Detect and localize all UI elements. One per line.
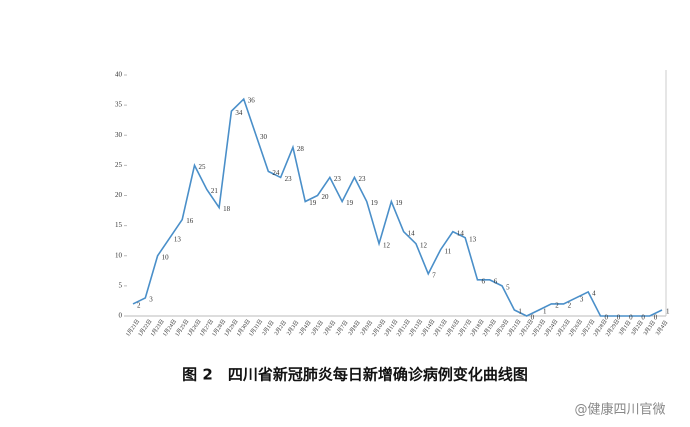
data-label: 19 bbox=[309, 199, 317, 207]
data-label: 0 bbox=[531, 314, 535, 322]
data-label: 2 bbox=[555, 302, 559, 310]
y-tick-label: 30 bbox=[115, 131, 123, 139]
data-label: 0 bbox=[617, 314, 621, 322]
data-label: 25 bbox=[199, 163, 207, 171]
data-label: 0 bbox=[604, 314, 608, 322]
y-tick-label: 15 bbox=[115, 221, 123, 229]
data-label: 23 bbox=[285, 175, 293, 183]
data-label: 11 bbox=[445, 247, 452, 255]
data-label: 14 bbox=[457, 229, 465, 237]
y-tick-label: 10 bbox=[115, 251, 123, 259]
data-label: 19 bbox=[395, 199, 403, 207]
data-label: 12 bbox=[383, 241, 391, 249]
data-label: 23 bbox=[334, 175, 342, 183]
data-label: 16 bbox=[186, 217, 194, 225]
data-label: 3 bbox=[580, 296, 584, 304]
data-label: 6 bbox=[494, 277, 498, 285]
line bbox=[132, 97, 663, 317]
y-tick-label: 5 bbox=[119, 281, 123, 289]
data-label: 28 bbox=[297, 145, 305, 153]
data-label: 0 bbox=[654, 314, 658, 322]
data-label: 20 bbox=[322, 193, 330, 201]
data-label: 0 bbox=[629, 314, 633, 322]
data-label: 1 bbox=[543, 308, 547, 316]
data-label: 6 bbox=[481, 277, 485, 285]
data-label: 10 bbox=[162, 253, 170, 261]
data-label: 12 bbox=[420, 241, 428, 249]
data-label: 5 bbox=[506, 283, 510, 291]
y-tick-label: 25 bbox=[115, 161, 123, 169]
data-label: 30 bbox=[260, 133, 268, 141]
data-label: 2 bbox=[568, 302, 572, 310]
data-label: 3 bbox=[149, 296, 153, 304]
y-tick-label: 40 bbox=[115, 71, 123, 79]
data-label: 24 bbox=[272, 169, 280, 177]
data-label: 2 bbox=[137, 302, 141, 310]
y-tick-label: 20 bbox=[115, 191, 123, 199]
data-label: 21 bbox=[211, 187, 219, 195]
chart-title: 图 2 四川省新冠肺炎每日新增确诊病例变化曲线图 bbox=[182, 366, 528, 384]
data-label: 1 bbox=[666, 308, 670, 316]
data-label: 18 bbox=[223, 205, 231, 213]
data-label: 19 bbox=[346, 199, 354, 207]
data-label: 4 bbox=[592, 290, 596, 298]
data-label: 34 bbox=[235, 109, 243, 117]
data-label: 13 bbox=[469, 235, 477, 243]
data-label: 36 bbox=[248, 97, 256, 105]
y-tick-label: 0 bbox=[119, 312, 123, 320]
data-label: 13 bbox=[174, 235, 182, 243]
data-label: 0 bbox=[641, 314, 645, 322]
data-label: 1 bbox=[518, 308, 522, 316]
watermark: @健康四川官微 bbox=[574, 402, 665, 418]
data-label: 14 bbox=[408, 229, 416, 237]
data-label: 23 bbox=[358, 175, 366, 183]
data-label: 19 bbox=[371, 199, 379, 207]
data-label: 7 bbox=[432, 271, 436, 279]
y-tick-label: 35 bbox=[115, 101, 123, 109]
